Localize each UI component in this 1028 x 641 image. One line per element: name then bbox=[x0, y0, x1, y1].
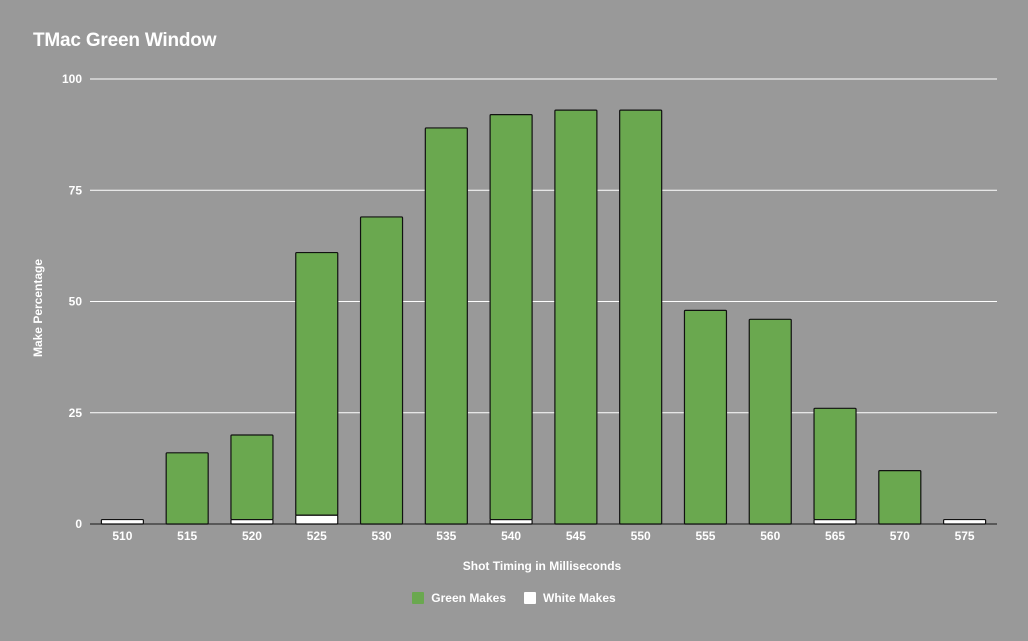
y-tick-label: 0 bbox=[75, 517, 82, 531]
bar-green-makes-550 bbox=[619, 109, 663, 525]
y-axis-ticks: 0 25 50 75 100 bbox=[62, 72, 82, 531]
x-tick-label: 575 bbox=[955, 529, 975, 543]
bar-green-makes-525 bbox=[295, 251, 339, 516]
legend-item-white-makes[interactable]: White Makes bbox=[524, 591, 616, 605]
x-axis-title: Shot Timing in Milliseconds bbox=[463, 559, 622, 573]
grid-lines bbox=[90, 78, 997, 525]
x-tick-label: 560 bbox=[760, 529, 780, 543]
chart-title: TMac Green Window bbox=[33, 30, 217, 51]
bar-green-makes-565 bbox=[813, 407, 857, 521]
bar-green-makes-570 bbox=[878, 470, 922, 525]
bar-white-makes-575 bbox=[943, 518, 987, 525]
bar-white-makes-510 bbox=[100, 518, 144, 525]
x-tick-label: 510 bbox=[112, 529, 132, 543]
bar-white-makes-565 bbox=[813, 518, 857, 525]
bar-green-makes-535 bbox=[424, 127, 468, 525]
y-axis-title: Make Percentage bbox=[31, 259, 45, 357]
y-tick-label: 75 bbox=[69, 183, 83, 197]
x-tick-label: 565 bbox=[825, 529, 845, 543]
x-tick-label: 540 bbox=[501, 529, 521, 543]
x-tick-label: 555 bbox=[695, 529, 715, 543]
legend-swatch-white bbox=[524, 592, 537, 604]
x-tick-label: 515 bbox=[177, 529, 197, 543]
y-tick-label: 100 bbox=[62, 72, 82, 86]
x-tick-label: 530 bbox=[372, 529, 392, 543]
bar-green-makes-540 bbox=[489, 113, 533, 521]
bar-green-makes-515 bbox=[165, 452, 209, 525]
bar-white-makes-525 bbox=[295, 514, 339, 525]
y-tick-label: 50 bbox=[69, 295, 83, 309]
x-tick-label: 520 bbox=[242, 529, 262, 543]
bars bbox=[100, 109, 987, 525]
y-tick-label: 25 bbox=[69, 406, 83, 420]
bar-white-makes-520 bbox=[230, 518, 274, 525]
x-tick-label: 570 bbox=[890, 529, 910, 543]
x-tick-label: 535 bbox=[436, 529, 456, 543]
bar-green-makes-520 bbox=[230, 434, 274, 521]
bar-green-makes-555 bbox=[683, 309, 728, 525]
legend-label-green-makes: Green Makes bbox=[431, 591, 507, 605]
bar-green-makes-545 bbox=[554, 109, 598, 525]
x-tick-label: 545 bbox=[566, 529, 586, 543]
bar-green-makes-530 bbox=[359, 216, 404, 525]
legend: Green Makes White Makes bbox=[0, 591, 1028, 605]
bar-green-makes-560 bbox=[748, 318, 792, 525]
bar-white-makes-540 bbox=[489, 518, 533, 525]
x-axis-ticks: 510 515 520 525 530 535 540 545 550 555 560 565 570 5… bbox=[112, 529, 975, 543]
x-tick-label: 550 bbox=[631, 529, 651, 543]
legend-swatch-green bbox=[412, 592, 425, 604]
x-tick-label: 525 bbox=[307, 529, 327, 543]
legend-item-green-makes[interactable]: Green Makes bbox=[412, 591, 506, 605]
legend-label-white-makes: White Makes bbox=[543, 591, 616, 605]
